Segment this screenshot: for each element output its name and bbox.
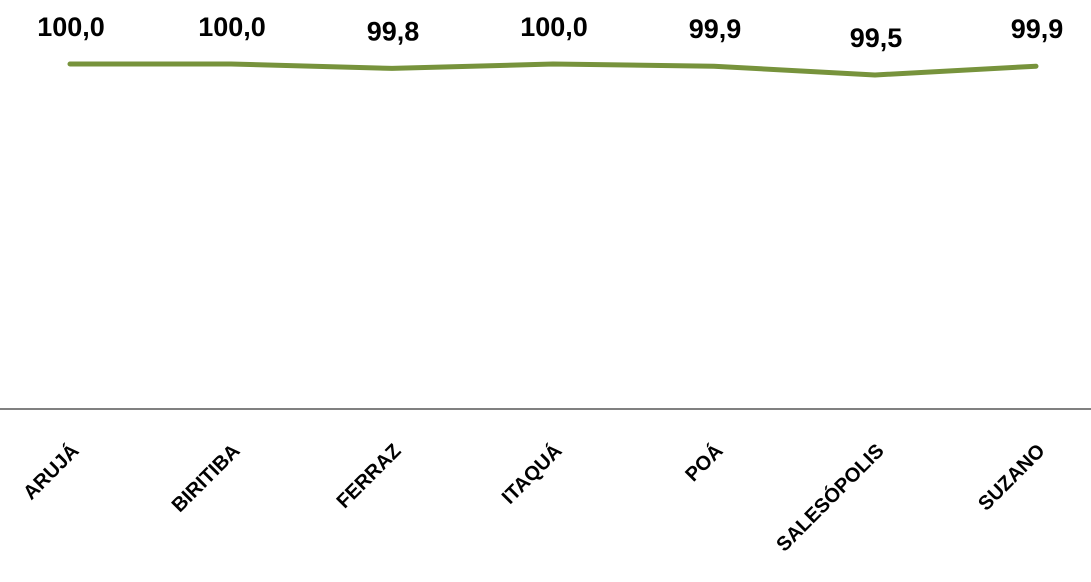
- data-label: 100,0: [37, 12, 105, 42]
- x-tick-labels: ARUJÁ BIRITIBA FERRAZ ITAQUÁ POÁ SALESÓPOLIS S…: [19, 439, 1050, 557]
- x-tick-label: ITAQUÁ: [497, 439, 566, 508]
- data-label: 99,5: [850, 23, 903, 53]
- x-tick-label: SUZANO: [974, 440, 1049, 515]
- series-layer: [67, 61, 1039, 78]
- x-tick-label: SALESÓPOLIS: [771, 439, 889, 557]
- data-labels: 100,0 100,0 99,8 100,0 99,9 99,5 99,9: [37, 12, 1063, 53]
- data-label: 99,9: [689, 14, 742, 44]
- series-line: [67, 61, 1039, 78]
- x-tick-label: FERRAZ: [333, 440, 406, 513]
- x-tick-label: ARUJÁ: [19, 439, 84, 504]
- data-label: 100,0: [520, 12, 588, 42]
- data-label: 99,9: [1011, 14, 1064, 44]
- x-tick-label: POÁ: [681, 439, 728, 486]
- data-label: 100,0: [198, 12, 266, 42]
- data-label: 99,8: [367, 16, 420, 46]
- x-tick-label: BIRITIBA: [168, 440, 245, 517]
